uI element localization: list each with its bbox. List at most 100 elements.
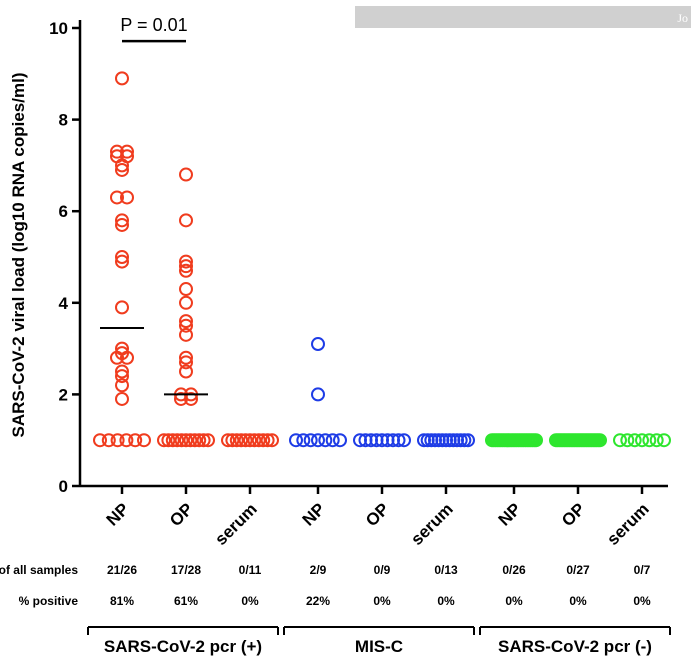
table-row-label: % positive	[19, 594, 79, 608]
table-cell: 0%	[437, 594, 455, 608]
table-cell: 0/9	[374, 563, 391, 577]
data-point	[137, 433, 151, 448]
data-point	[179, 263, 193, 278]
data-point	[115, 250, 129, 264]
data-point	[256, 433, 271, 448]
data-point	[311, 387, 325, 402]
data-point	[649, 433, 664, 448]
data-point	[453, 433, 468, 448]
table-cell: 61%	[174, 594, 198, 608]
data-point	[93, 433, 107, 448]
data-point	[311, 337, 325, 352]
category-label: NP	[299, 499, 329, 529]
data-point	[120, 350, 134, 365]
data-point	[184, 391, 198, 406]
table-cell: 0%	[373, 594, 391, 608]
data-point	[115, 300, 129, 315]
data-point	[192, 433, 207, 448]
data-point	[170, 433, 185, 448]
data-point	[221, 433, 235, 448]
group-label: SARS-CoV-2 pcr (+)	[104, 637, 262, 656]
table-cell: 0%	[505, 594, 523, 608]
data-point	[243, 433, 257, 448]
data-point	[115, 254, 129, 269]
y-tick-label: 8	[59, 111, 68, 130]
data-point	[457, 433, 472, 448]
data-point	[303, 433, 318, 448]
category-label: NP	[103, 499, 133, 529]
plot-area: 0 2 4 6 8 10 SARS-CoV-2 viral load (log10 RNA …	[0, 15, 671, 656]
data-point	[110, 350, 124, 365]
group-label: SARS-CoV-2 pcr (-)	[498, 637, 652, 656]
data-point	[115, 71, 129, 86]
data-point	[179, 259, 193, 274]
table-cell: 81%	[110, 594, 134, 608]
y-tick-label: 4	[59, 294, 69, 313]
data-point	[635, 433, 649, 448]
data-point	[234, 433, 249, 448]
table-cell: 0%	[241, 594, 259, 608]
data-point	[397, 433, 411, 448]
data-point	[165, 433, 180, 448]
data-point	[115, 391, 129, 406]
data-point	[101, 433, 116, 448]
data-point	[110, 433, 125, 448]
data-point	[620, 433, 635, 448]
table-cell: 0/13	[434, 563, 458, 577]
data-point	[119, 433, 134, 448]
data-point	[115, 158, 129, 173]
data-point	[247, 433, 262, 448]
table-cell: 0%	[569, 594, 587, 608]
y-axis-label: SARS-CoV-2 viral load (log10 RNA copies/…	[9, 73, 28, 438]
data-point	[593, 433, 607, 448]
data-point	[461, 433, 475, 448]
table-cell: 0%	[633, 594, 651, 608]
data-point	[260, 433, 275, 448]
table-cell: 0/11	[239, 563, 262, 577]
data-point	[225, 433, 240, 448]
table-cell: 22%	[306, 594, 330, 608]
data-point	[115, 217, 129, 232]
category-label: serum	[407, 499, 457, 549]
data-point	[179, 318, 193, 333]
category-label: serum	[211, 499, 261, 549]
data-point	[179, 433, 193, 448]
category-label: NP	[495, 499, 525, 529]
table-cell: 21/26	[107, 563, 137, 577]
data-point	[613, 433, 627, 448]
table-cell: 0/7	[634, 563, 651, 577]
y-tick-label: 2	[59, 385, 68, 404]
data-point	[311, 433, 325, 448]
table-row-label: # of all samples	[0, 563, 78, 577]
data-point	[529, 433, 543, 448]
data-point	[179, 254, 193, 269]
data-point	[115, 369, 129, 384]
data-point	[115, 378, 129, 393]
data-point	[115, 162, 129, 177]
data-point	[174, 433, 189, 448]
data-point	[174, 391, 188, 406]
data-point	[289, 433, 303, 448]
category-label: serum	[603, 499, 653, 549]
category-label: OP	[362, 499, 393, 530]
data-point	[157, 433, 171, 448]
data-point	[238, 433, 253, 448]
data-point	[115, 364, 129, 379]
y-tick-label: 10	[49, 19, 68, 38]
category-label: OP	[166, 499, 197, 530]
data-point	[318, 433, 333, 448]
y-tick-label: 0	[59, 477, 68, 496]
data-point	[627, 433, 642, 448]
data-point	[201, 433, 215, 448]
table-cell: 17/28	[171, 563, 201, 577]
table-cell: 2/9	[310, 563, 327, 577]
data-point	[110, 190, 124, 205]
data-point	[196, 433, 211, 448]
category-label: OP	[558, 499, 589, 530]
data-point	[187, 433, 202, 448]
data-point	[296, 433, 311, 448]
group-label: MIS-C	[355, 637, 403, 656]
banner-text: Jo	[677, 11, 688, 25]
table-cell: 0/26	[502, 563, 526, 577]
